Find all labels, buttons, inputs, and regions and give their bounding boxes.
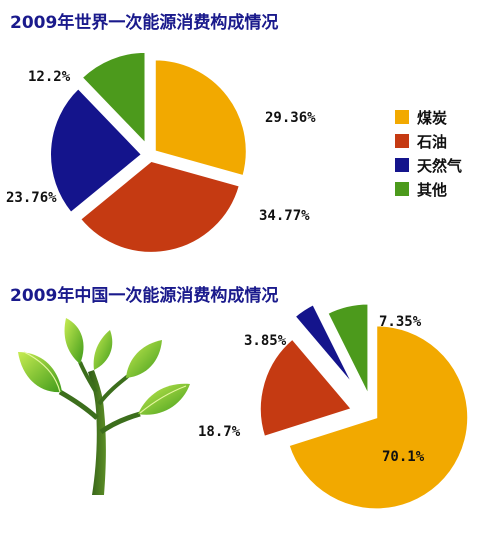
chart-title-china: 2009年中国一次能源消费构成情况 [10,286,279,306]
data-label-2: 3.85% [244,333,287,349]
data-label-1: 18.7% [198,424,241,440]
pie-slice-1 [258,337,354,439]
pie-slice-0 [287,324,470,511]
legend-swatch-2 [395,158,409,172]
data-label-2: 23.76% [6,190,57,206]
pie-slice-1 [78,159,242,254]
legend-label-2: 天然气 [417,157,462,175]
legend-label-3: 其他 [417,181,447,199]
pie-slice-2 [293,302,356,388]
chart-title-world: 2009年世界一次能源消费构成情况 [10,13,279,33]
legend-swatch-3 [395,182,409,196]
china-energy-pie: 70.1% 18.7% 3.85% 7.35% [198,302,470,511]
legend-swatch-1 [395,134,409,148]
legend-label-0: 煤炭 [417,109,447,127]
plant-sprout-icon [18,318,190,495]
pie-slice-2 [49,86,144,215]
data-label-3: 7.35% [379,314,422,330]
world-energy-pie: 29.36% 34.77% 23.76% 12.2% [6,50,316,254]
pie-slice-3 [80,50,147,147]
data-label-1: 34.77% [259,208,310,224]
pie-slice-0 [153,58,248,178]
data-label-0: 70.1% [382,449,425,465]
data-label-0: 29.36% [265,110,316,126]
legend-label-1: 石油 [416,133,447,151]
legend-swatch-0 [395,110,409,124]
pie-slice-3 [326,302,370,396]
data-label-3: 12.2% [28,69,71,85]
